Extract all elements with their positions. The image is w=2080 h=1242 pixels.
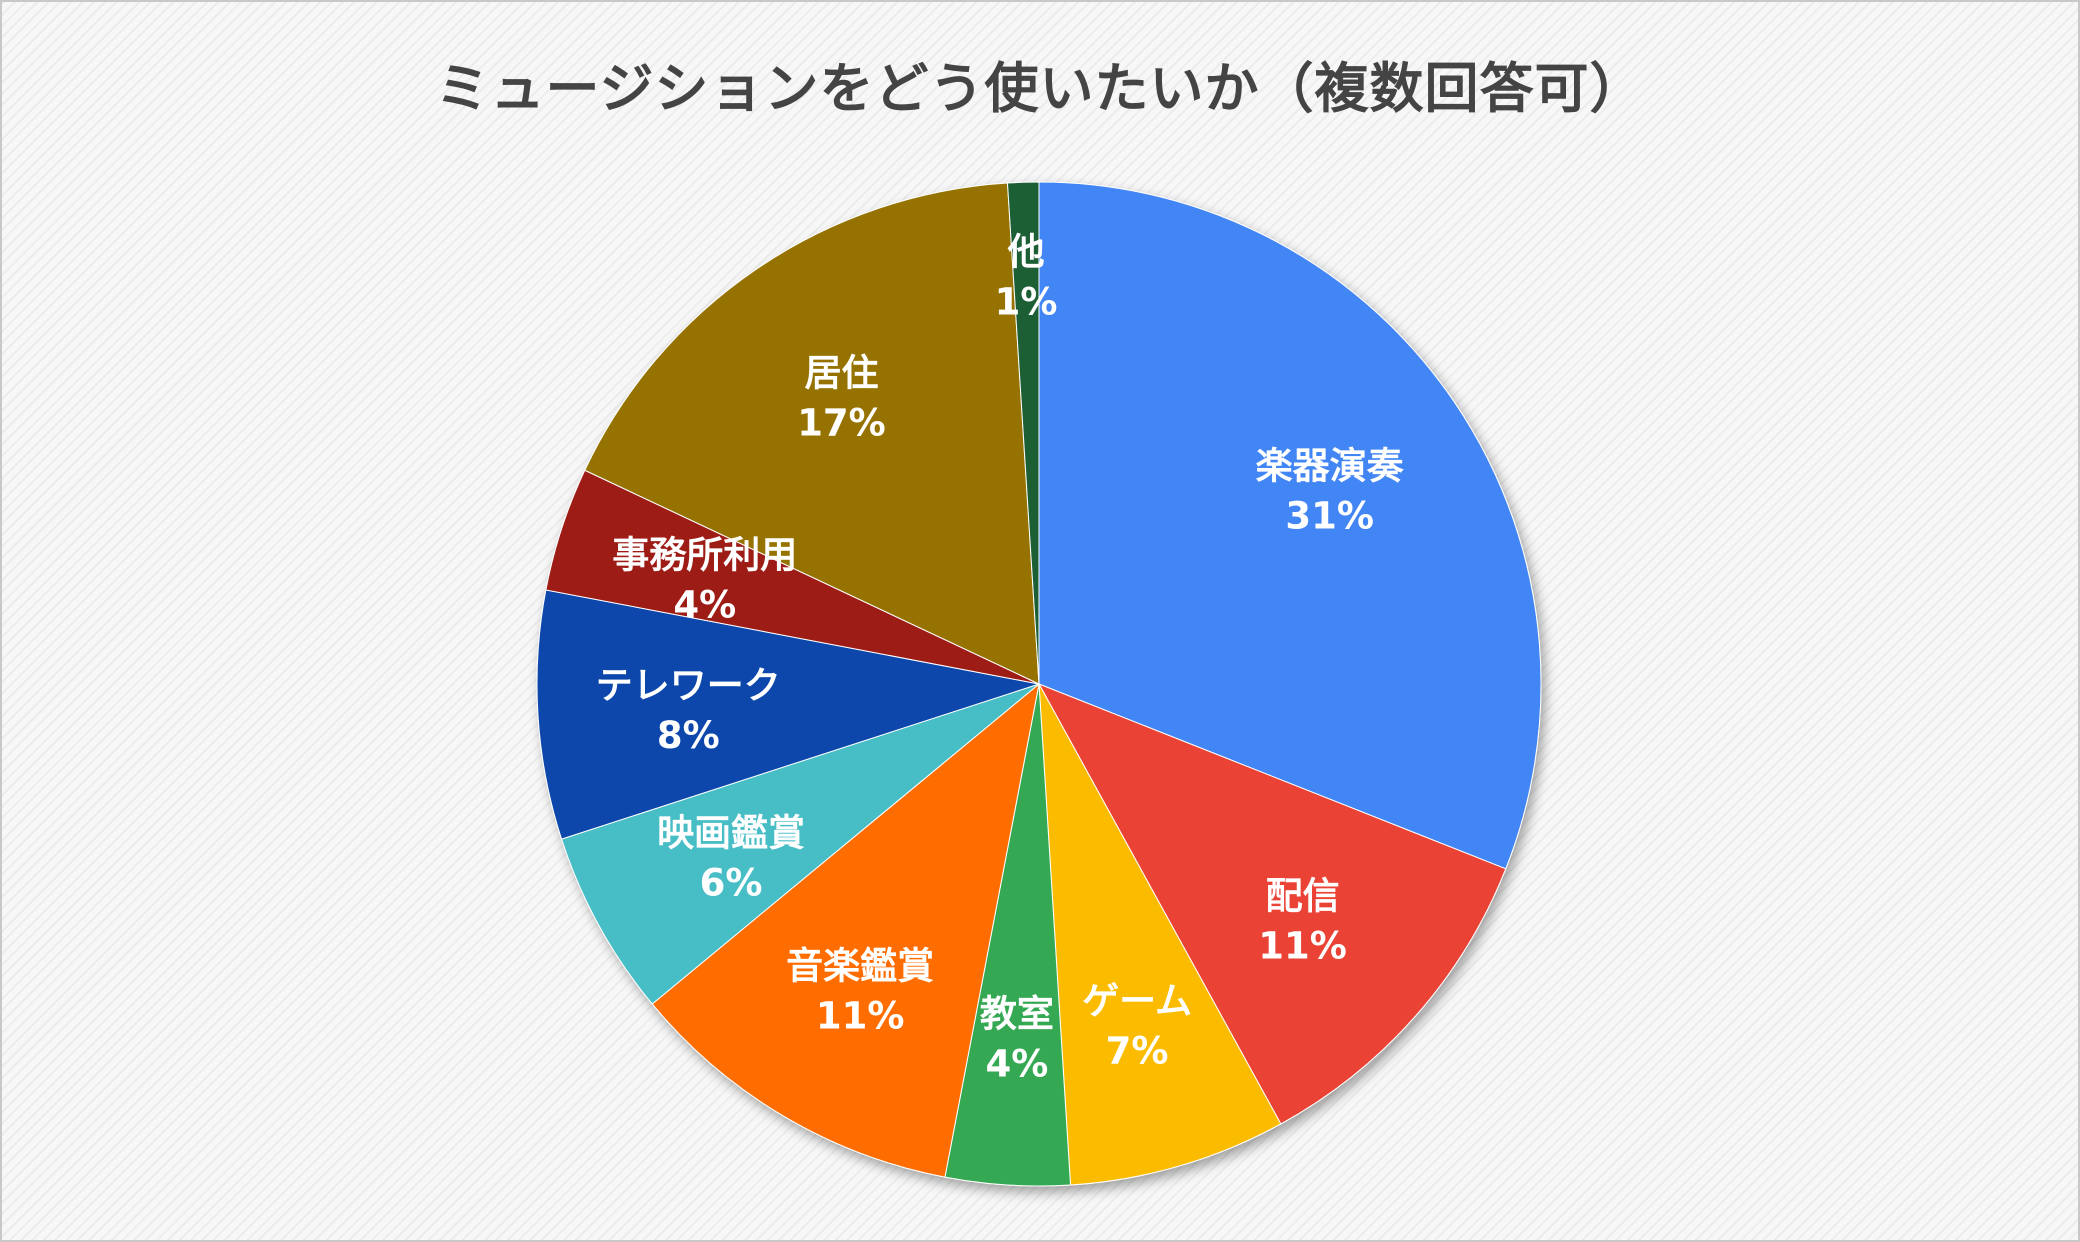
slice-percent-label: 11% bbox=[1258, 924, 1347, 967]
slice-percent-label: 11% bbox=[816, 994, 905, 1037]
slice-category-label: 他 bbox=[1007, 231, 1045, 274]
slice-category-label: 居住 bbox=[804, 351, 878, 394]
slice-category-label: 配信 bbox=[1266, 874, 1340, 917]
pie-slice-9 bbox=[1006, 181, 1040, 685]
pie-slice-4 bbox=[651, 682, 1040, 1178]
slice-percent-label: 8% bbox=[657, 714, 720, 757]
slice-category-label: 教室 bbox=[980, 993, 1054, 1036]
slice-category-label: 映画鑑賞 bbox=[657, 811, 805, 854]
slice-percent-label: 4% bbox=[673, 583, 736, 626]
slice-percent-label: 1% bbox=[995, 281, 1058, 324]
pie-slice-6 bbox=[536, 589, 1040, 840]
pie-slice-1 bbox=[1037, 683, 1507, 1125]
slice-category-label: ゲーム bbox=[1082, 979, 1192, 1022]
pie-slice-8 bbox=[584, 182, 1040, 685]
slice-percent-label: 7% bbox=[1106, 1029, 1169, 1072]
slice-category-label: 事務所利用 bbox=[612, 533, 797, 576]
pie-slices bbox=[536, 181, 1542, 1187]
slice-category-label: テレワーク bbox=[596, 664, 781, 707]
slice-category-label: 音楽鑑賞 bbox=[786, 944, 934, 987]
slice-percent-label: 17% bbox=[797, 401, 886, 444]
chart-title: ミュージションをどう使いたいか（複数回答可） bbox=[435, 57, 1645, 120]
pie-slice-2 bbox=[1038, 683, 1282, 1186]
pie-labels: 楽器演奏 31% 配信 11% ゲーム 7% 教室 4% 音楽鑑賞 11% 映画鑑賞 6% テレワーク 8… bbox=[596, 231, 1405, 1086]
slice-percent-label: 4% bbox=[986, 1043, 1049, 1086]
slice-category-label: 楽器演奏 bbox=[1256, 444, 1405, 487]
pie-slice-5 bbox=[560, 683, 1040, 1005]
slice-percent-label: 31% bbox=[1285, 494, 1374, 537]
slice-percent-label: 6% bbox=[700, 861, 763, 904]
pie-slice-0 bbox=[1038, 181, 1542, 870]
